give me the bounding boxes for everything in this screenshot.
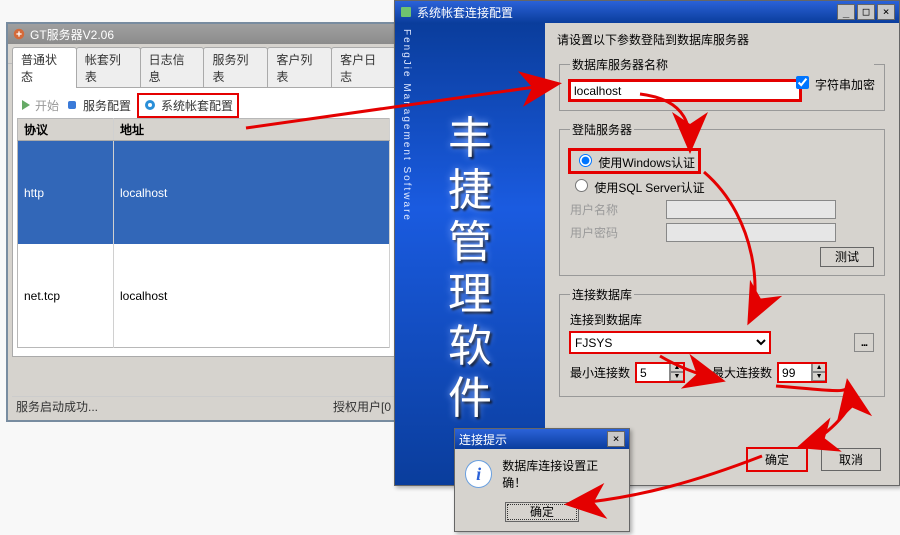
min-conn-input[interactable] — [636, 363, 670, 382]
database-select[interactable]: FJSYS — [570, 332, 770, 353]
dialog-title: 系统帐套连接配置 — [417, 4, 835, 21]
user-input — [666, 200, 836, 219]
db-sub-label: 连接到数据库 — [570, 311, 874, 328]
browse-db-button[interactable]: ... — [854, 333, 874, 352]
pwd-input — [666, 223, 836, 242]
min-spinner[interactable]: ▲▼ — [670, 363, 684, 382]
user-label: 用户名称 — [570, 201, 660, 218]
msgbox-title: 连接提示 — [459, 431, 605, 448]
msgbox-text: 数据库连接设置正确！ — [502, 457, 619, 491]
msgbox-titlebar[interactable]: 连接提示 × — [455, 429, 629, 449]
max-spinner[interactable]: ▲▼ — [812, 363, 826, 382]
database-group: 连接数据库 连接到数据库 FJSYS ... 最小连接数 ▲▼ 最大连接数 ▲▼ — [559, 286, 885, 397]
cell: net.tcp — [18, 244, 114, 348]
dialog-main: 请设置以下参数登陆到数据库服务器 数据库服务器名称 字符串加密 登陆服务器 使用… — [545, 23, 899, 485]
server-input[interactable] — [570, 81, 800, 100]
toolbar: 开始 服务配置 系统帐套配置 — [17, 92, 390, 118]
config-dialog: 系统帐套连接配置 _ □ × FengJie Management Softwa… — [394, 0, 900, 486]
connection-grid: 协议 地址 http localhost net.tcp localhost — [17, 118, 390, 348]
table-row[interactable]: http localhost — [18, 141, 390, 245]
auth-sql-radio[interactable]: 使用SQL Server认证 — [570, 176, 705, 196]
max-conn-input[interactable] — [778, 363, 812, 382]
main-titlebar[interactable]: GT服务器V2.06 — [8, 24, 399, 44]
col-address[interactable]: 地址 — [114, 119, 390, 141]
account-config-label: 系统帐套配置 — [161, 97, 233, 114]
gear-blue-icon — [65, 98, 79, 112]
tab-client-list[interactable]: 客户列表 — [267, 47, 332, 88]
tab-account-list[interactable]: 帐套列表 — [76, 47, 141, 88]
dialog-hint: 请设置以下参数登陆到数据库服务器 — [557, 31, 887, 48]
tab-general[interactable]: 普通状态 — [12, 47, 77, 88]
test-button[interactable]: 测试 — [820, 247, 874, 267]
message-box: 连接提示 × i 数据库连接设置正确！ 确定 — [454, 428, 630, 532]
service-config-label: 服务配置 — [83, 97, 131, 114]
start-button[interactable]: 开始 — [21, 97, 59, 114]
statusbar: 服务启动成功... 授权用户[0 — [12, 396, 395, 416]
msgbox-close-button[interactable]: × — [607, 431, 625, 447]
account-config-button[interactable]: 系统帐套配置 — [137, 93, 239, 118]
server-group: 数据库服务器名称 字符串加密 — [559, 56, 885, 111]
service-config-button[interactable]: 服务配置 — [65, 97, 131, 114]
auth-windows-radio[interactable]: 使用Windows认证 — [570, 150, 699, 172]
cell: http — [18, 141, 114, 245]
col-protocol[interactable]: 协议 — [18, 119, 114, 141]
login-group: 登陆服务器 使用Windows认证 使用SQL Server认证 用户名称 用户… — [559, 121, 885, 276]
dialog-sidebar: FengJie Management Software 丰 捷 管 理 软 件 — [395, 23, 545, 485]
server-group-label: 数据库服务器名称 — [572, 56, 668, 73]
dialog-icon — [399, 5, 413, 19]
dialog-titlebar[interactable]: 系统帐套连接配置 _ □ × — [395, 1, 899, 23]
pwd-label: 用户密码 — [570, 224, 660, 241]
db-group-label: 连接数据库 — [570, 286, 634, 303]
tab-panel: 开始 服务配置 系统帐套配置 协议 地址 http localhost — [12, 87, 395, 357]
cancel-button[interactable]: 取消 — [821, 448, 881, 471]
status-right: 授权用户[0 — [333, 398, 391, 415]
main-window: GT服务器V2.06 文件 数据帐套 页面 帮助 普通状态 帐套列表 日志信息 … — [6, 22, 401, 422]
start-label: 开始 — [35, 97, 59, 114]
sidebar-title: 丰 捷 管 理 软 件 — [395, 73, 545, 465]
app-icon — [12, 27, 26, 41]
encrypt-checkbox[interactable]: 字符串加密 — [792, 78, 875, 92]
tab-strip: 普通状态 帐套列表 日志信息 服务列表 客户列表 客户日志 — [8, 64, 399, 88]
table-row[interactable]: net.tcp localhost — [18, 244, 390, 348]
login-group-label: 登陆服务器 — [570, 121, 634, 138]
maximize-button[interactable]: □ — [857, 4, 875, 20]
tab-service-list[interactable]: 服务列表 — [203, 47, 268, 88]
close-button[interactable]: × — [877, 4, 895, 20]
tab-client-log[interactable]: 客户日志 — [331, 47, 396, 88]
min-conn-label: 最小连接数 — [570, 364, 630, 381]
cell: localhost — [114, 244, 390, 348]
tab-log[interactable]: 日志信息 — [140, 47, 205, 88]
main-title: GT服务器V2.06 — [30, 26, 114, 43]
minimize-button[interactable]: _ — [837, 4, 855, 20]
max-conn-label: 最大连接数 — [712, 364, 772, 381]
status-left: 服务启动成功... — [16, 398, 98, 415]
ok-button[interactable]: 确定 — [747, 448, 807, 471]
play-icon — [21, 100, 31, 110]
msgbox-ok-button[interactable]: 确定 — [505, 502, 579, 522]
cell: localhost — [114, 141, 390, 245]
info-icon: i — [465, 460, 492, 488]
gear-icon — [143, 98, 157, 112]
